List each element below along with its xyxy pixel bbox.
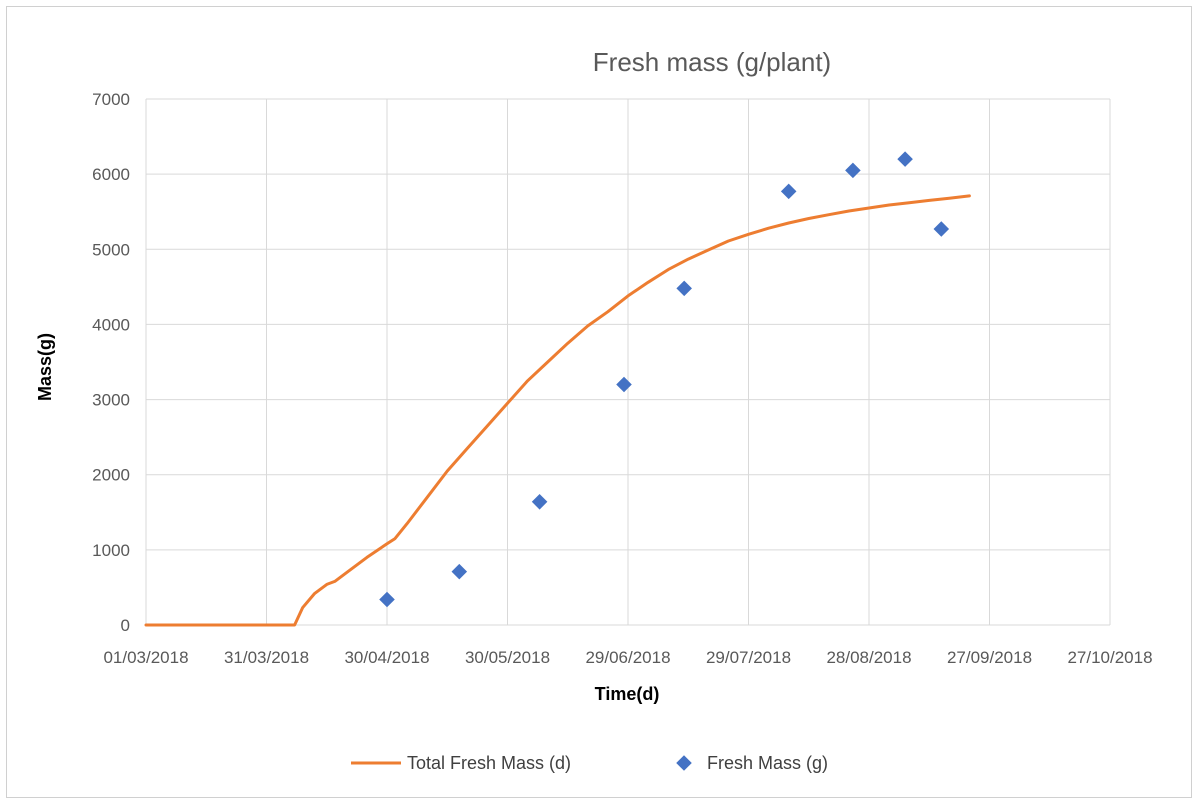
data-point-fresh-mass <box>676 280 692 297</box>
data-point-fresh-mass <box>780 183 797 200</box>
legend-swatch-fresh-mass <box>676 755 692 771</box>
chart-title: Fresh mass (g/plant) <box>593 47 831 77</box>
chart-svg: 0 1000 2000 3000 4000 5000 6000 7000 01/03/2018… <box>35 47 1153 773</box>
grid-lines-x <box>145 99 1111 625</box>
series-line-total-fresh-mass <box>144 194 971 627</box>
data-point-fresh-mass <box>531 494 548 510</box>
data-point-fresh-mass <box>897 151 913 167</box>
y-axis-title: Mass(g) <box>35 333 55 401</box>
x-tick-label: 30/05/2018 <box>465 648 550 667</box>
x-tick-label: 28/08/2018 <box>826 648 911 667</box>
y-tick-label: 7000 <box>92 90 130 109</box>
y-tick-label: 1000 <box>92 541 130 560</box>
y-tick-label: 6000 <box>92 165 130 184</box>
x-tick-label: 31/03/2018 <box>224 648 309 667</box>
y-tick-label: 5000 <box>92 240 130 259</box>
series-layer <box>144 151 971 627</box>
y-tick-label: 2000 <box>92 466 130 485</box>
x-axis-title: Time(d) <box>595 684 660 704</box>
y-tick-label: 3000 <box>92 391 130 410</box>
x-tick-labels: 01/03/2018 31/03/2018 30/04/2018 30/05/2018… <box>103 648 1152 667</box>
legend: Total Fresh Mass (d) Fresh Mass (g) <box>351 753 828 773</box>
data-point-fresh-mass <box>379 591 395 608</box>
legend-label-fresh-mass: Fresh Mass (g) <box>707 753 828 773</box>
x-tick-label: 30/04/2018 <box>344 648 429 667</box>
x-tick-label: 27/09/2018 <box>947 648 1032 667</box>
x-tick-label: 27/10/2018 <box>1067 648 1152 667</box>
y-tick-labels: 0 1000 2000 3000 4000 5000 6000 7000 <box>92 90 130 635</box>
data-point-fresh-mass <box>451 563 468 580</box>
data-point-fresh-mass <box>933 221 950 237</box>
data-point-fresh-mass <box>616 376 632 393</box>
chart-frame: 0 1000 2000 3000 4000 5000 6000 7000 01/03/2018… <box>6 6 1192 798</box>
x-tick-label: 01/03/2018 <box>103 648 188 667</box>
y-tick-label: 4000 <box>92 315 130 334</box>
y-tick-label: 0 <box>121 616 130 635</box>
data-point-fresh-mass <box>845 162 861 179</box>
x-tick-label: 29/07/2018 <box>706 648 791 667</box>
legend-label-total-fresh-mass: Total Fresh Mass (d) <box>407 753 571 773</box>
x-tick-label: 29/06/2018 <box>585 648 670 667</box>
